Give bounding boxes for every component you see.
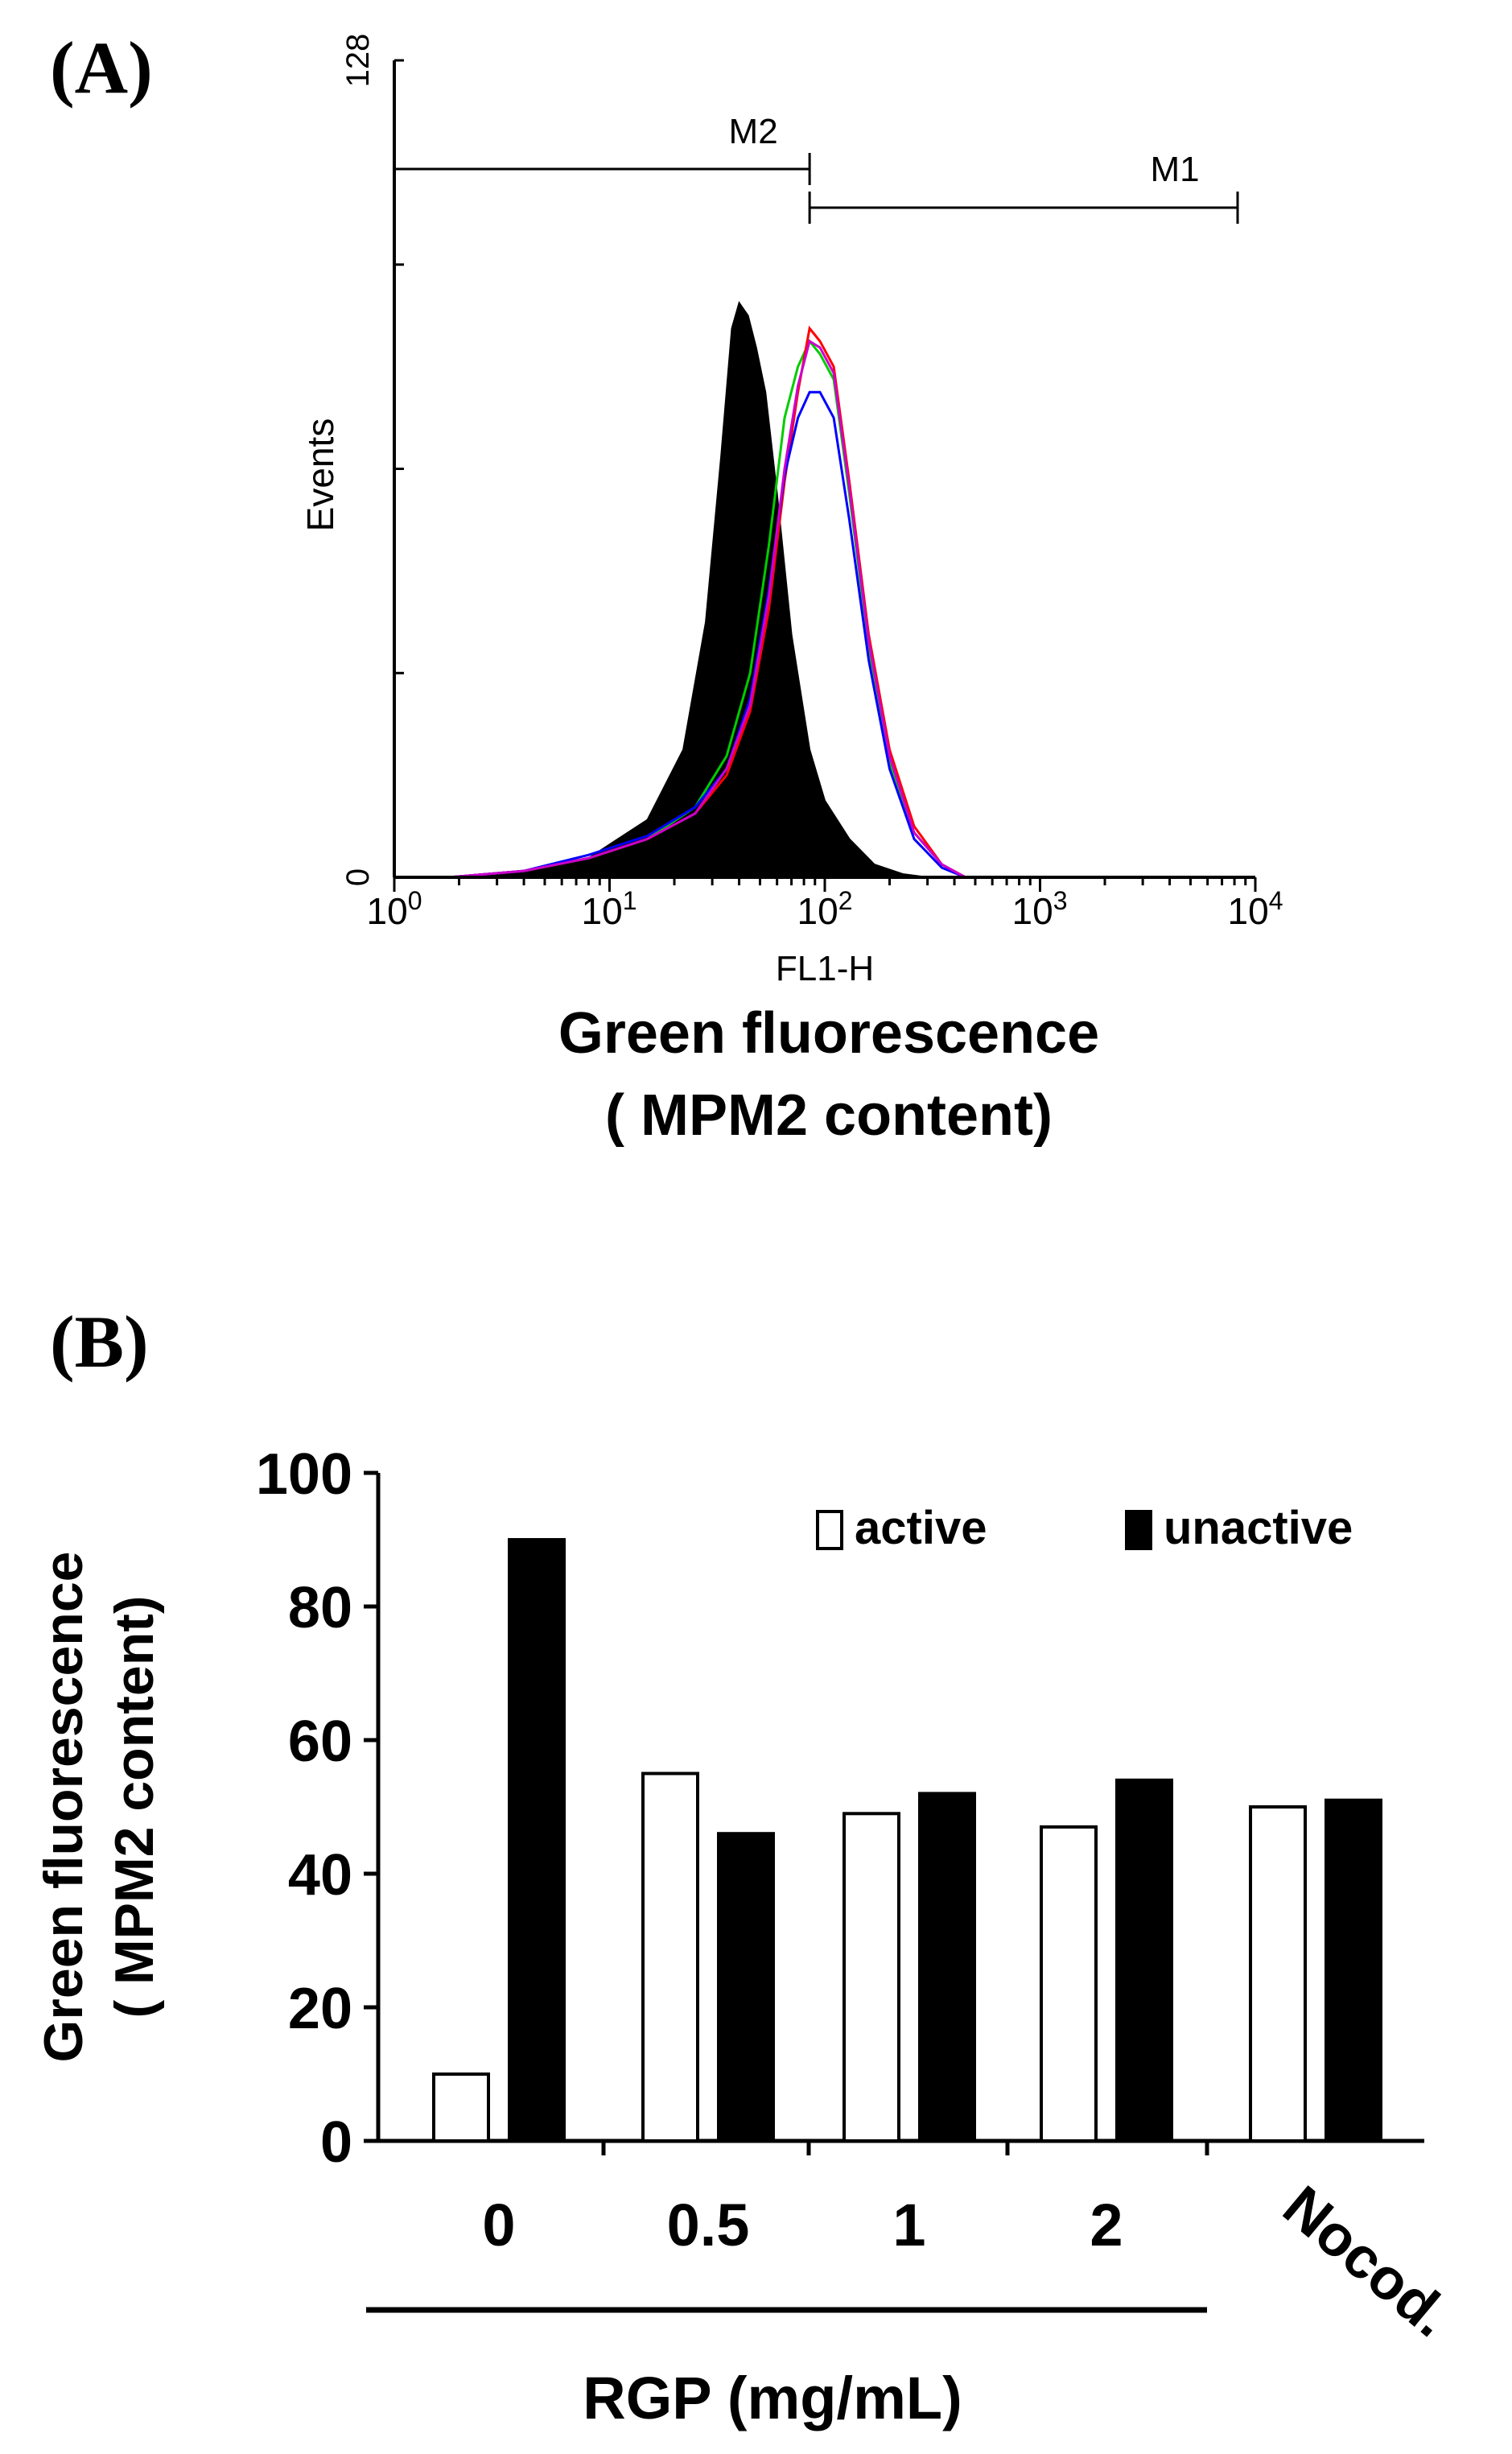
histogram-x-tick-labels: 100 101 102 103 104 [367, 886, 1283, 932]
bar-active-0.5 [641, 1771, 699, 2143]
bar-category-label: 1 [892, 2192, 925, 2258]
bar-y-tick-label: 20 [288, 1977, 352, 2041]
bars [432, 1538, 1382, 2143]
histogram-x-axis-label: FL1-H [776, 949, 874, 988]
panel-a-caption-line2: ( MPM2 content) [605, 1083, 1053, 1148]
bar-unactive-0 [508, 1538, 566, 2143]
histogram-x-ticks [393, 877, 1257, 892]
legend-swatch-active [816, 1510, 843, 1550]
histogram-gates: M2 M1 [393, 112, 1239, 224]
histogram-y-tick-label-0: 0 [340, 868, 376, 886]
legend-label-active: active [855, 1502, 987, 1554]
panel-a: (A) 0 128 Events 100 101 102 103 104 FL1… [50, 27, 1283, 1148]
panel-b: (B) 0 20 40 60 80 100 0 0.5 1 2 Nocod. Green fluo… [33, 1301, 1463, 2431]
bar-x-axis-label: RGP (mg/mL) [583, 2365, 962, 2431]
panel-a-caption-line1: Green fluorescence [558, 1001, 1099, 1066]
histogram-series-line [449, 390, 966, 879]
panel-b-label: (B) [50, 1301, 149, 1383]
gate-m1-label: M1 [1150, 150, 1199, 189]
histogram-x-tick-label: 102 [797, 886, 853, 932]
bar-active-2 [1040, 1825, 1098, 2143]
bar-y-tick-label: 60 [288, 1710, 352, 1774]
histogram-x-tick-label: 101 [582, 886, 637, 932]
histogram-y-ticks [394, 59, 404, 879]
bar-active-1 [843, 1812, 900, 2143]
histogram-curves [449, 300, 966, 879]
bar-y-axis-label-line1: Green fluorescence [33, 1552, 94, 2063]
bar-category-label: 0.5 [667, 2192, 750, 2258]
gate-m2-label: M2 [729, 112, 778, 151]
histogram-x-tick-label: 103 [1012, 886, 1068, 932]
histogram-y-axis-label: Events [299, 419, 341, 532]
bar-legend: active unactive [816, 1502, 1353, 1554]
bar-unactive-Nocod. [1325, 1798, 1382, 2143]
histogram-x-tick-label: 104 [1228, 886, 1283, 932]
panel-a-label: (A) [50, 27, 153, 109]
histogram-y-tick-label-128: 128 [340, 34, 376, 88]
bar-category-label: Nocod. [1271, 2174, 1463, 2349]
bar-x-ticks [601, 2141, 1209, 2155]
bar-y-tick-label: 80 [288, 1576, 352, 1640]
histogram-series-line [449, 339, 966, 879]
bar-active-0 [432, 2072, 490, 2143]
histogram-series-filled [449, 300, 928, 878]
bar-active-Nocod. [1249, 1805, 1307, 2143]
bar-category-label: 0 [482, 2192, 515, 2258]
histogram-x-tick-label: 100 [367, 886, 422, 932]
bar-unactive-1 [918, 1792, 976, 2143]
bar-y-tick-label: 0 [320, 2110, 352, 2175]
legend-label-unactive: unactive [1164, 1502, 1353, 1554]
bar-unactive-2 [1115, 1778, 1173, 2143]
legend-swatch-unactive [1125, 1510, 1152, 1550]
bar-category-label: 2 [1090, 2192, 1123, 2258]
bar-category-labels: 0 0.5 1 2 Nocod. [482, 2174, 1463, 2349]
bar-y-ticks: 0 20 40 60 80 100 [256, 1442, 378, 2175]
bar-y-tick-label: 100 [256, 1442, 352, 1507]
bar-y-tick-label: 40 [288, 1843, 352, 1908]
bar-y-axis-label-line2: ( MPM2 content) [104, 1595, 165, 2018]
bar-unactive-0.5 [717, 1832, 775, 2143]
